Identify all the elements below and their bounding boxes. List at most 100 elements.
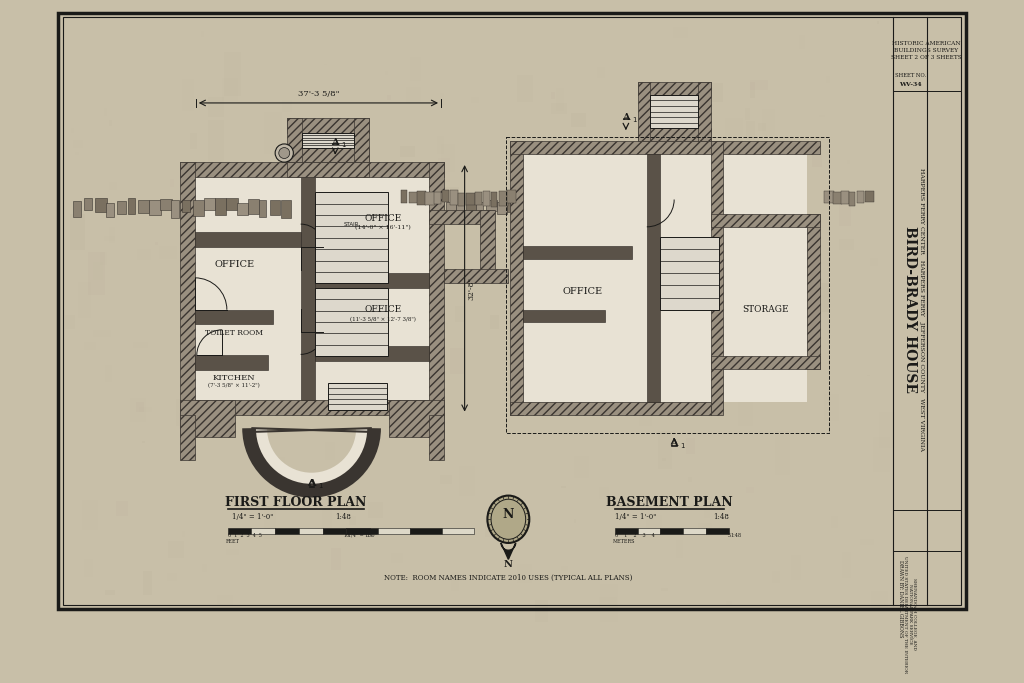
Bar — [150, 545, 166, 555]
Bar — [200, 166, 204, 176]
Bar — [310, 303, 324, 339]
Bar — [833, 192, 842, 204]
Bar — [193, 104, 210, 143]
Bar — [764, 154, 766, 158]
Bar — [182, 531, 185, 537]
Bar — [869, 258, 879, 266]
Bar — [624, 152, 631, 154]
Bar — [311, 386, 318, 391]
Bar — [706, 66, 716, 94]
Text: OFFICE: OFFICE — [364, 214, 401, 223]
Bar — [287, 148, 369, 162]
Text: 15: 15 — [367, 533, 373, 538]
Bar — [433, 192, 441, 204]
Bar — [812, 142, 821, 167]
Bar — [551, 530, 559, 550]
Bar — [532, 598, 535, 604]
Bar — [275, 529, 299, 534]
Bar — [84, 342, 96, 350]
Bar — [646, 514, 663, 530]
Bar — [167, 574, 176, 581]
Bar — [309, 159, 316, 178]
Bar — [560, 486, 566, 488]
Bar — [788, 432, 794, 446]
Bar — [168, 542, 184, 558]
Bar — [407, 87, 421, 103]
Bar — [852, 548, 865, 580]
Bar — [518, 139, 524, 156]
Bar — [385, 70, 388, 75]
Bar — [196, 310, 201, 316]
Bar — [301, 133, 354, 148]
Bar — [454, 563, 457, 569]
Text: 1/4" = 1'-0": 1/4" = 1'-0" — [615, 513, 656, 521]
Bar — [711, 141, 723, 415]
Bar — [523, 154, 807, 402]
Bar — [471, 290, 473, 295]
Bar — [588, 20, 606, 28]
Bar — [204, 197, 215, 210]
Bar — [801, 463, 807, 470]
Bar — [287, 162, 369, 177]
Bar — [459, 193, 465, 206]
Bar — [772, 572, 780, 583]
Bar — [289, 535, 294, 546]
Bar — [794, 548, 808, 553]
Bar — [104, 108, 106, 115]
Bar — [438, 158, 451, 182]
Bar — [283, 100, 292, 112]
Bar — [647, 154, 659, 402]
Bar — [703, 285, 715, 309]
Bar — [170, 179, 174, 187]
Bar — [441, 433, 445, 445]
Bar — [237, 203, 248, 215]
Bar — [84, 197, 92, 210]
Bar — [489, 314, 499, 329]
Text: 1: 1 — [681, 443, 685, 449]
Bar — [855, 173, 863, 194]
Bar — [138, 200, 150, 213]
Bar — [229, 91, 240, 111]
Text: 5: 5 — [727, 533, 730, 538]
Bar — [738, 396, 753, 426]
Bar — [480, 210, 495, 282]
Bar — [467, 199, 475, 211]
Text: A: A — [671, 439, 678, 448]
Bar — [471, 331, 488, 345]
Bar — [659, 237, 719, 309]
Bar — [180, 400, 443, 415]
Bar — [161, 199, 172, 210]
Bar — [624, 105, 641, 152]
Bar — [180, 415, 195, 460]
Bar — [437, 136, 444, 154]
Bar — [761, 217, 771, 223]
Bar — [195, 309, 273, 324]
Bar — [303, 304, 314, 310]
Bar — [738, 333, 754, 367]
Bar — [88, 252, 104, 295]
Bar — [582, 213, 588, 228]
Bar — [507, 199, 514, 212]
Bar — [198, 408, 206, 411]
Bar — [203, 564, 207, 572]
Bar — [105, 203, 114, 217]
Text: A: A — [332, 138, 339, 147]
Bar — [658, 431, 673, 469]
Bar — [160, 53, 176, 80]
Bar — [110, 182, 117, 190]
Bar — [164, 361, 177, 381]
Text: HARPERS FERRY CENTER   HARPERS FERRY   JEFFERSON COUNTY   WEST VIRGINIA: HARPERS FERRY CENTER HARPERS FERRY JEFFE… — [919, 168, 924, 451]
Bar — [368, 266, 383, 301]
Bar — [226, 197, 238, 210]
Bar — [217, 595, 232, 605]
Bar — [667, 348, 677, 352]
Bar — [842, 553, 852, 578]
Bar — [504, 383, 509, 393]
Bar — [375, 320, 388, 346]
Bar — [190, 133, 197, 149]
Bar — [599, 487, 609, 499]
Bar — [506, 137, 829, 433]
Bar — [500, 403, 506, 419]
Bar — [471, 96, 479, 103]
Bar — [323, 529, 346, 534]
